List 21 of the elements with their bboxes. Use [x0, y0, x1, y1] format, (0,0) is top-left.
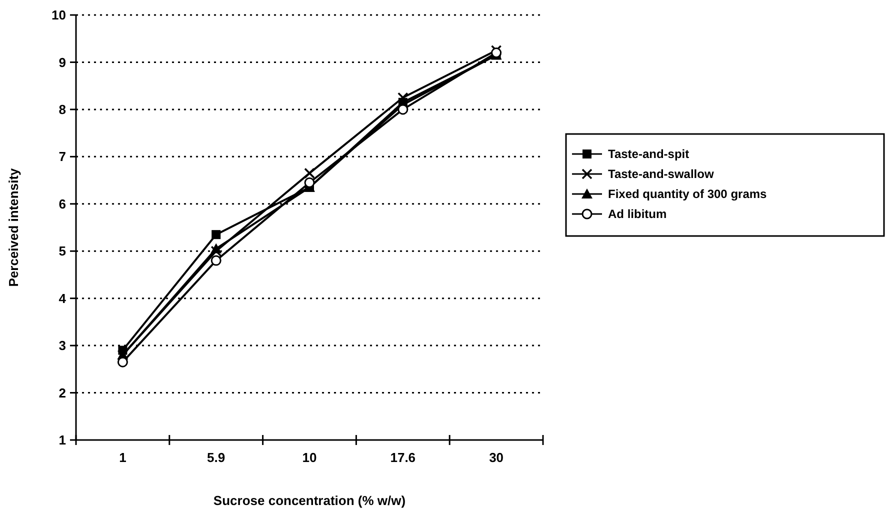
x-tick-label: 17.6 [390, 450, 416, 465]
y-tick-label: 6 [58, 196, 66, 212]
legend-label: Taste-and-swallow [608, 167, 714, 182]
y-axis-title: Perceived intensity [6, 167, 21, 287]
y-tick-label: 10 [52, 8, 66, 23]
legend-label: Fixed quantity of 300 grams [608, 187, 768, 202]
x-tick-label: 10 [302, 450, 317, 465]
x-tick-label: 30 [489, 450, 504, 465]
y-tick-label: 1 [58, 432, 66, 448]
y-tick-label: 4 [58, 290, 67, 306]
x-tick-label: 5.9 [207, 450, 226, 465]
x-axis-title: Sucrose concentration (% w/w) [213, 493, 406, 508]
x-tick-label: 1 [119, 450, 126, 465]
legend-label: Ad libitum [608, 207, 667, 222]
y-tick-label: 9 [58, 54, 66, 70]
legend-label: Taste-and-spit [608, 147, 690, 162]
y-tick-label: 3 [58, 338, 66, 354]
y-tick-label: 2 [58, 385, 66, 400]
y-tick-label: 5 [58, 244, 66, 259]
y-tick-label: 7 [58, 149, 66, 164]
y-tick-label: 8 [58, 102, 66, 117]
